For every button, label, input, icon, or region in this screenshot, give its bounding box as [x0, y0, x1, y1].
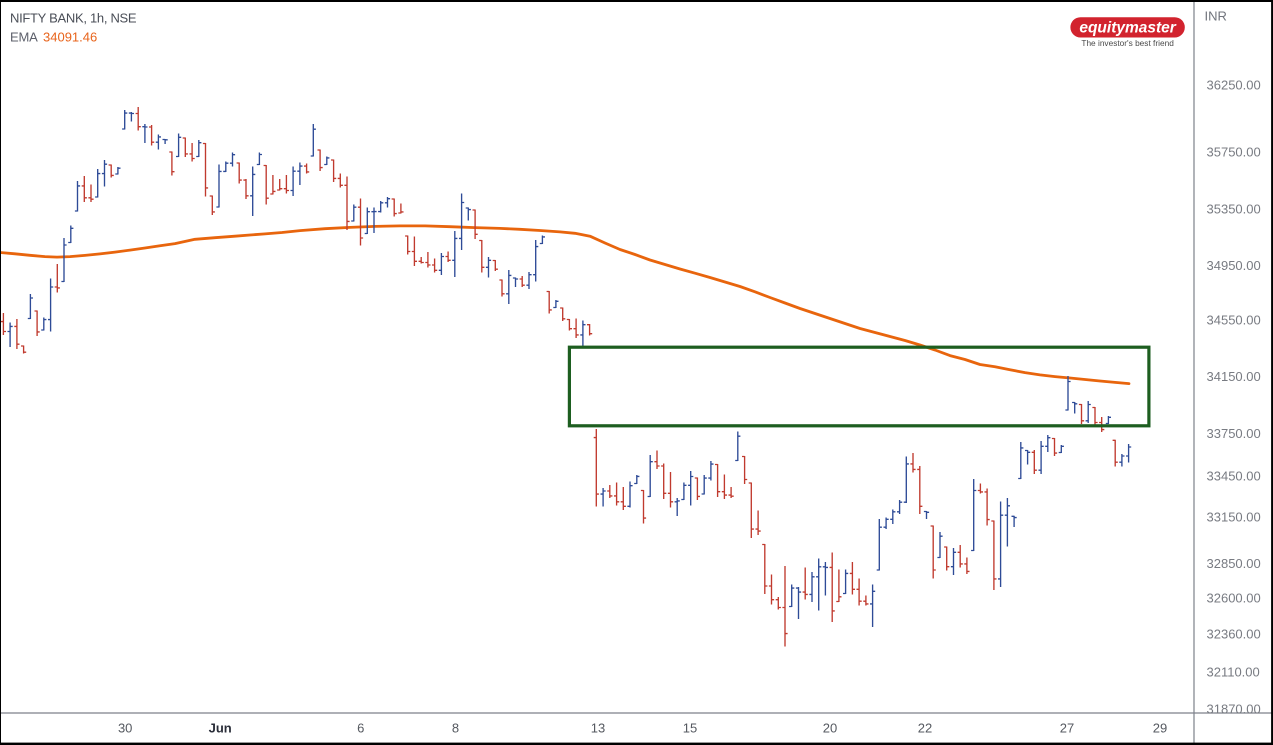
svg-text:32360.00: 32360.00 — [1207, 627, 1261, 642]
svg-text:30: 30 — [118, 721, 132, 736]
svg-text:34950.00: 34950.00 — [1207, 258, 1261, 273]
svg-text:The investor's best friend: The investor's best friend — [1081, 38, 1174, 48]
svg-text:29: 29 — [1153, 721, 1167, 736]
svg-text:32110.00: 32110.00 — [1207, 664, 1260, 679]
svg-text:33450.00: 33450.00 — [1207, 469, 1261, 484]
svg-text:34091.46: 34091.46 — [43, 30, 97, 45]
svg-text:Jun: Jun — [209, 721, 232, 736]
svg-text:27: 27 — [1060, 721, 1074, 736]
svg-text:33150.00: 33150.00 — [1207, 510, 1261, 525]
svg-text:15: 15 — [683, 721, 697, 736]
svg-text:8: 8 — [452, 721, 459, 736]
svg-text:NIFTY BANK, 1h, NSE: NIFTY BANK, 1h, NSE — [10, 10, 137, 25]
svg-text:35750.00: 35750.00 — [1207, 145, 1261, 160]
svg-text:32600.00: 32600.00 — [1207, 590, 1261, 605]
svg-text:13: 13 — [591, 721, 605, 736]
svg-text:EMA: EMA — [10, 30, 38, 45]
svg-text:31870.00: 31870.00 — [1207, 702, 1261, 717]
svg-text:34550.00: 34550.00 — [1207, 312, 1261, 327]
svg-text:32850.00: 32850.00 — [1207, 556, 1261, 571]
svg-text:34150.00: 34150.00 — [1207, 369, 1261, 384]
svg-text:22: 22 — [918, 721, 932, 736]
svg-text:33750.00: 33750.00 — [1207, 426, 1261, 441]
svg-text:INR: INR — [1205, 9, 1227, 24]
svg-text:20: 20 — [823, 721, 837, 736]
svg-text:6: 6 — [357, 721, 364, 736]
svg-text:36250.00: 36250.00 — [1207, 77, 1261, 92]
svg-text:equitymaster: equitymaster — [1079, 20, 1176, 37]
svg-text:35350.00: 35350.00 — [1207, 201, 1261, 216]
